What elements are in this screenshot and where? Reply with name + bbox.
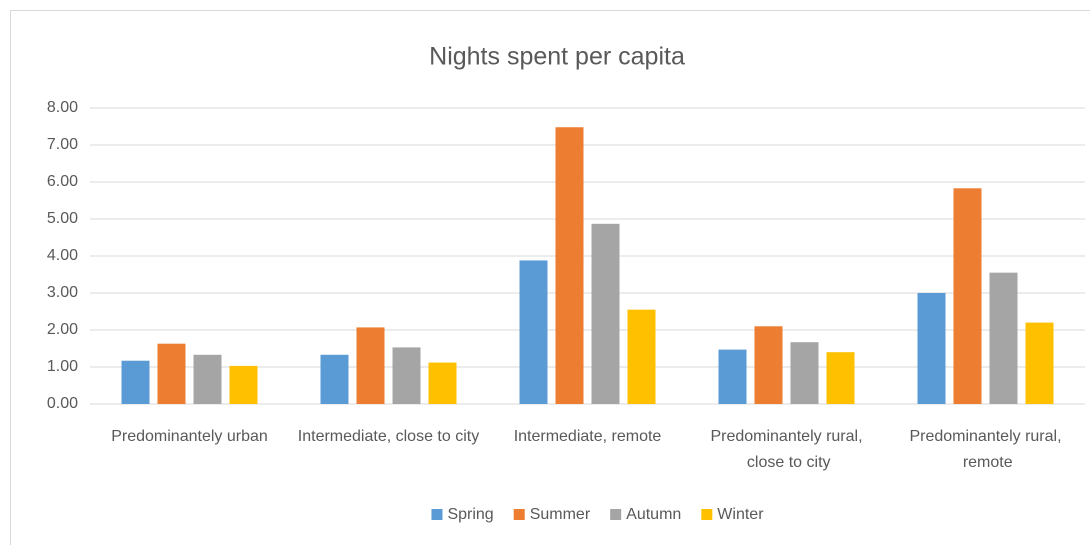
bar bbox=[157, 343, 186, 404]
legend-swatch bbox=[513, 509, 525, 520]
bar bbox=[591, 223, 620, 404]
x-tick-label: Intermediate, close to city bbox=[298, 428, 479, 445]
bar bbox=[555, 127, 584, 405]
legend-swatch bbox=[431, 509, 443, 520]
bar bbox=[826, 352, 855, 404]
chart-title: Nights spent per capita bbox=[429, 43, 685, 71]
bar bbox=[917, 293, 946, 404]
x-tick-label: Intermediate, remote bbox=[514, 428, 662, 445]
bar bbox=[229, 365, 258, 404]
legend-label: Summer bbox=[530, 506, 591, 523]
y-tick-label: 5.00 bbox=[47, 210, 78, 227]
legend-label: Winter bbox=[717, 506, 764, 523]
x-tick-label: Predominantely rural, close to city bbox=[710, 428, 862, 471]
bar bbox=[320, 354, 349, 404]
bar bbox=[356, 327, 385, 404]
y-tick-label: 7.00 bbox=[47, 136, 78, 153]
legend-swatch bbox=[701, 509, 713, 520]
x-tick-label: Predominantely urban bbox=[111, 428, 268, 445]
bar bbox=[754, 326, 783, 404]
bar bbox=[193, 354, 222, 404]
y-tick-label: 6.00 bbox=[47, 173, 78, 190]
y-tick-label: 0.00 bbox=[47, 395, 78, 412]
bar bbox=[627, 309, 656, 404]
bar bbox=[1025, 322, 1054, 404]
y-tick-label: 3.00 bbox=[47, 284, 78, 301]
y-tick-label: 4.00 bbox=[47, 247, 78, 264]
x-tick-label: Predominantely rural, remote bbox=[909, 428, 1061, 471]
legend-swatch bbox=[610, 509, 622, 520]
bar bbox=[989, 272, 1018, 404]
bar bbox=[121, 360, 150, 404]
bar bbox=[790, 342, 819, 404]
bar bbox=[392, 347, 421, 404]
y-tick-label: 1.00 bbox=[47, 358, 78, 375]
legend-label: Autumn bbox=[626, 506, 681, 523]
y-tick-label: 8.00 bbox=[47, 99, 78, 116]
y-tick-label: 2.00 bbox=[47, 321, 78, 338]
bar bbox=[428, 362, 457, 404]
chart-border bbox=[10, 10, 1090, 545]
bar bbox=[953, 188, 982, 404]
bar bbox=[519, 260, 548, 404]
bar bbox=[718, 349, 747, 404]
legend-label: Spring bbox=[447, 506, 493, 523]
